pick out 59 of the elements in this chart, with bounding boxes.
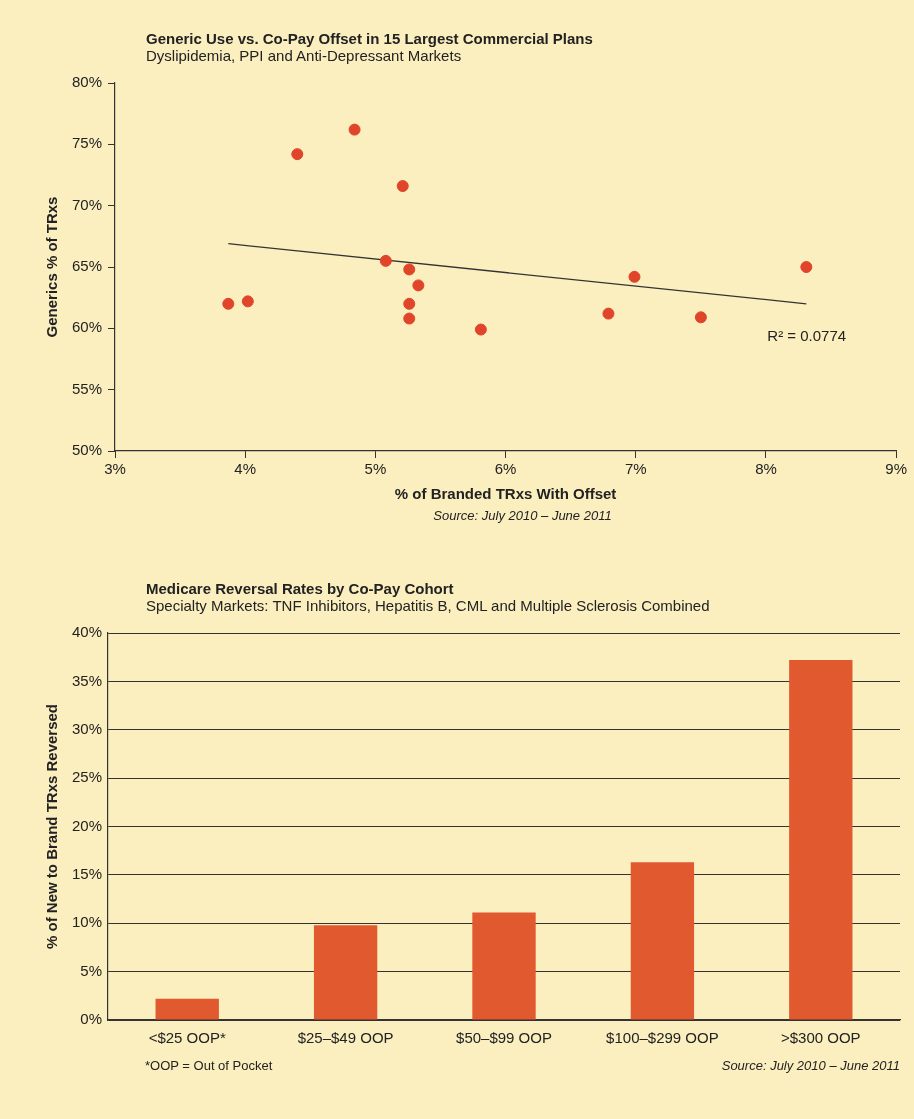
point [379, 254, 392, 267]
point [291, 148, 304, 161]
point [602, 307, 615, 320]
y-tick-label: 70% [71, 195, 103, 213]
y-tick-label: 25% [71, 768, 103, 786]
chart-title: Generic Use vs. Co-Pay Offset in 15 Largest Commercial Plans [146, 30, 594, 47]
y-tick-label: 0% [80, 1010, 103, 1028]
x-tick-label: 8% [755, 460, 777, 478]
point [628, 270, 641, 283]
bar [789, 660, 853, 1020]
y-tick-label: 40% [71, 623, 103, 641]
point [474, 323, 487, 336]
text: *OOP = Out of Pocket [145, 1058, 273, 1073]
x-tick-label: 7% [624, 460, 647, 478]
point [396, 180, 409, 193]
point [403, 312, 416, 325]
y-tick-label: 35% [71, 671, 103, 689]
source-note: Source: July 2010 – June 2011 [721, 1058, 900, 1073]
point [241, 295, 254, 308]
y-tick-label: 65% [71, 257, 103, 275]
point [412, 279, 425, 292]
x-axis-title: % of Branded TRxs With Offset [394, 485, 617, 503]
y-tick-label: 55% [71, 379, 103, 397]
y-tick-label: 75% [71, 134, 103, 152]
point [694, 311, 707, 324]
y-tick-label: 50% [71, 441, 103, 459]
x-tick-label: >$300 OOP [780, 1029, 861, 1047]
x-tick-label: $50–$99 OOP [456, 1029, 552, 1047]
point [403, 297, 416, 310]
chart-subtitle: Specialty Markets: TNF Inhibitors, Hepatitis B, CML and Multiple Sclerosis Combined [146, 597, 711, 614]
y-axis-title: Generics % of TRxs [43, 196, 61, 338]
y-tick-label: 15% [71, 865, 103, 883]
source-note: Source: July 2010 – June 2011 [433, 508, 612, 523]
point [222, 297, 235, 310]
x-tick-label: 6% [494, 460, 517, 478]
bar [155, 998, 219, 1020]
x-tick-label: 4% [234, 460, 257, 478]
y-tick-label: 5% [80, 961, 103, 979]
y-tick-label: 30% [71, 719, 103, 737]
chart-title: Medicare Reversal Rates by Co-Pay Cohort [146, 580, 455, 597]
point [348, 123, 361, 136]
x-tick-label: <$25 OOP* [148, 1029, 226, 1047]
y-tick-label: 60% [71, 318, 103, 336]
x-tick-label: 9% [885, 460, 907, 478]
x-tick-label: $25–$49 OOP [297, 1029, 394, 1047]
bar [313, 925, 378, 1020]
y-tick-label: 10% [71, 913, 103, 931]
x-tick-label: $100–$299 OOP [606, 1029, 719, 1047]
annotation: R² = 0.0774 [767, 327, 847, 345]
x-tick-label: 5% [364, 460, 387, 478]
y-tick-label: 20% [71, 816, 103, 834]
bar [630, 862, 695, 1020]
y-axis-title: % of New to Brand TRxs Reversed [43, 703, 61, 950]
chart-subtitle: Dyslipidemia, PPI and Anti-Depressant Markets [146, 47, 463, 64]
x-tick-label: 3% [104, 460, 126, 478]
bar [472, 912, 536, 1020]
y-tick-label: 80% [71, 73, 103, 91]
point [403, 263, 416, 276]
point [800, 261, 813, 273]
